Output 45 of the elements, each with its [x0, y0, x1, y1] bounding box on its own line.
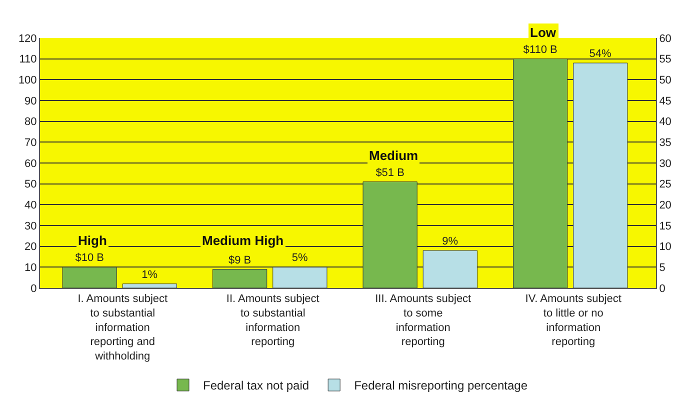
y2-tick-label: 50: [659, 74, 672, 87]
y2-tick-label: 40: [659, 116, 672, 128]
y-tick-label: 0: [30, 282, 37, 295]
y-tick-label: 20: [24, 241, 37, 254]
y-tick-label: 60: [24, 158, 37, 170]
annotation: Medium: [369, 148, 418, 163]
y2-tick-label: 10: [659, 241, 672, 254]
data-label: $51 B: [376, 166, 404, 179]
data-label: $10 B: [75, 252, 104, 264]
data-label: 5%: [292, 252, 308, 264]
y2-tick-label: 15: [659, 220, 672, 232]
y2-tick-label: 35: [659, 137, 672, 150]
y-tick-label: 110: [19, 54, 37, 66]
bar: [122, 284, 177, 288]
y2-tick-label: 20: [659, 200, 672, 212]
y2-tick-label: 55: [659, 54, 672, 66]
y-tick-label: 80: [24, 116, 37, 128]
data-label: 54%: [589, 48, 612, 60]
data-label: 9%: [442, 236, 458, 248]
y-tick-label: 90: [24, 95, 37, 108]
y2-tick-label: 5: [659, 262, 666, 274]
y2-tick-label: 0: [659, 282, 666, 295]
data-label: 1%: [142, 268, 158, 281]
data-label: $9 B: [228, 254, 252, 266]
y2-tick-label: 25: [659, 178, 672, 191]
y2-tick-label: 30: [659, 158, 672, 170]
legend-label: Federal tax not paid: [203, 378, 310, 393]
annotation: High: [78, 233, 107, 248]
legend-label: Federal misreporting percentage: [354, 378, 528, 393]
y2-tick-label: 60: [659, 32, 672, 45]
annotation: Medium High: [202, 233, 284, 248]
y-tick-label: 10: [24, 262, 37, 274]
y2-tick-label: 45: [659, 95, 672, 108]
y-tick-label: 100: [18, 74, 37, 87]
x-tick-label: I. Amounts subject to substantial information reporting and withholding: [78, 293, 168, 362]
data-label: $110 B: [523, 44, 558, 56]
x-tick-label: II. Amounts subject to substantial information reporting: [226, 293, 320, 348]
y-tick-label: 40: [24, 200, 37, 212]
y-tick-label: 30: [24, 220, 37, 232]
x-tick-label: IV. Amounts subject to little or no information reporting: [525, 293, 622, 348]
annotation: Low: [530, 25, 557, 40]
x-tick-label: III. Amounts subject to some information reporting: [375, 293, 472, 348]
y-tick-label: 70: [24, 137, 37, 150]
y-tick-label: 120: [18, 32, 37, 45]
y-tick-label: 50: [24, 178, 37, 191]
